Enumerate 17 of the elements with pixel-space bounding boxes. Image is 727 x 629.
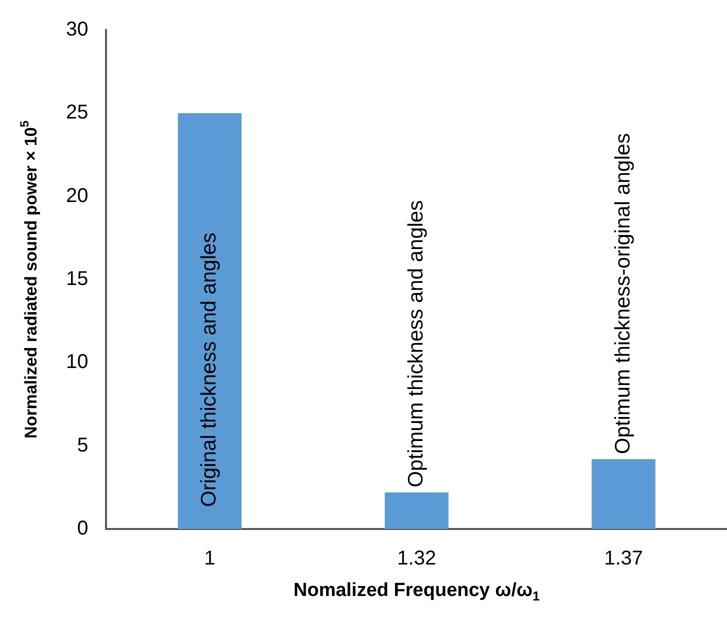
bar (178, 113, 242, 529)
x-tick-label: 1.32 (397, 548, 436, 570)
y-tick-label: 30 (66, 18, 88, 41)
annotation: Original thickness and angles (198, 232, 220, 507)
bar (592, 459, 656, 529)
y-tick-label: 25 (66, 102, 88, 124)
annotation: Optimum thickness and angles (404, 200, 428, 488)
y-tick-label: 5 (77, 434, 88, 456)
annotation: Optimum thickness-original angles (611, 133, 634, 454)
bar (384, 492, 448, 529)
y-tick-label: 10 (66, 351, 88, 374)
y-tick-label: 20 (66, 184, 88, 207)
x-tick-label: 1.37 (604, 548, 644, 570)
y-tick-label: 15 (66, 268, 88, 290)
x-tick-label: 1 (204, 548, 216, 570)
y-axis-title: Normalized radiated sound power × 105 (18, 120, 41, 438)
y-tick-label: 0 (77, 518, 88, 540)
